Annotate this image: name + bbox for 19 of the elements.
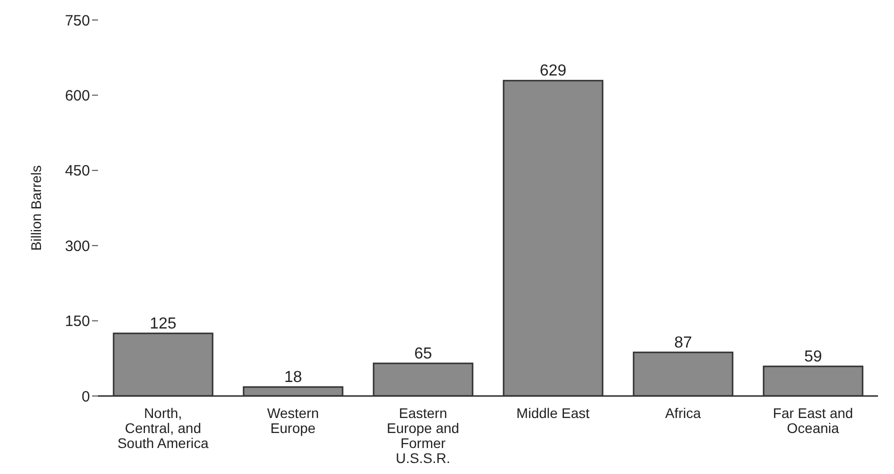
y-tick-label: 750 bbox=[64, 12, 90, 30]
y-tick-label: 0 bbox=[82, 388, 90, 406]
y-tick-label: 600 bbox=[64, 88, 90, 105]
x-tick-label: Middle East bbox=[516, 405, 590, 421]
data-label: 65 bbox=[414, 345, 432, 362]
data-label: 59 bbox=[804, 348, 822, 366]
x-tick-label: Far East and Oceania bbox=[772, 405, 854, 436]
y-tick-label: 150 bbox=[64, 313, 90, 330]
x-tick-label: Western Europe bbox=[267, 405, 319, 436]
data-label: 18 bbox=[284, 368, 302, 386]
y-axis-title: Billion Barrels bbox=[28, 165, 44, 251]
x-tick-label: Africa bbox=[665, 405, 702, 421]
data-label: 629 bbox=[540, 62, 567, 80]
y-tick-label: 300 bbox=[64, 238, 90, 255]
x-tick-label: North, Central, and South America bbox=[117, 405, 209, 451]
x-tick-label: Eastern Europe and Former U.S.S.R. bbox=[386, 405, 460, 466]
data-label: 87 bbox=[674, 334, 692, 352]
data-label: 125 bbox=[150, 315, 177, 332]
y-tick-label: 450 bbox=[64, 162, 90, 180]
